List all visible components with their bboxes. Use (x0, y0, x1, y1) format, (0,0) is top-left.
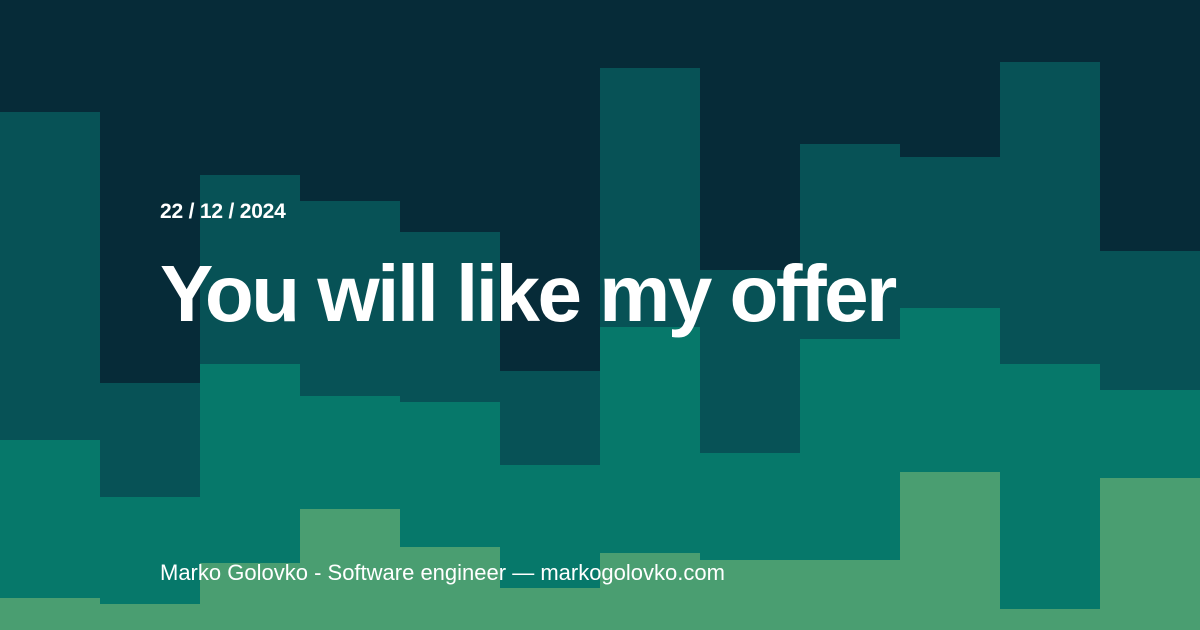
background-step (1000, 609, 1100, 630)
background-step (600, 553, 700, 630)
background-step (400, 547, 500, 630)
background-layer-green (0, 472, 1200, 630)
background-step (200, 563, 300, 630)
background-step (900, 472, 1000, 630)
post-title: You will like my offer (160, 249, 897, 338)
background-step (500, 588, 600, 630)
author-name: Marko Golovko (160, 560, 308, 585)
post-date: 22 / 12 / 2024 (160, 200, 286, 223)
site-link[interactable]: markogolovko.com (540, 560, 725, 585)
post-footer: Marko Golovko - Software engineer — mark… (160, 560, 725, 585)
background-step (800, 560, 900, 630)
background-step (100, 604, 200, 630)
background-step (1000, 364, 1100, 630)
background-step (0, 598, 100, 630)
author-role: Software engineer (327, 560, 507, 585)
background-step (300, 509, 400, 630)
background-step (700, 560, 800, 630)
background-step (1100, 478, 1200, 630)
